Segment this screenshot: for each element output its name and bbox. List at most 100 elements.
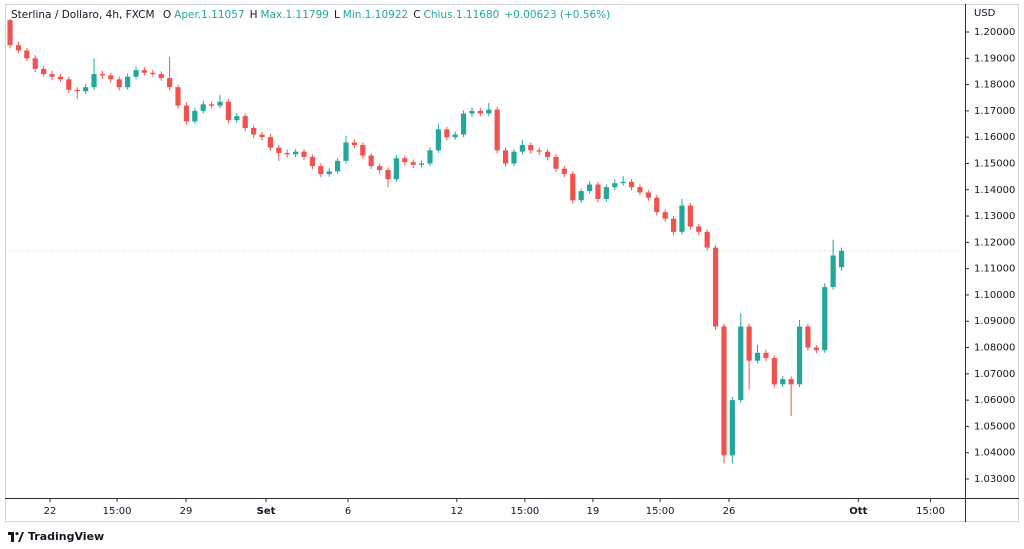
candle-body: [368, 155, 374, 167]
candle-body: [108, 75, 114, 80]
candle-body: [586, 184, 593, 192]
x-tick-label: 22: [44, 506, 57, 517]
candle-body: [654, 197, 660, 213]
candle-body: [376, 166, 383, 171]
field-value: Chius.1.11680: [423, 9, 500, 21]
candle-body: [150, 72, 156, 75]
frame: [5, 4, 1019, 522]
candle-body: [477, 110, 483, 114]
candle-body: [385, 170, 391, 180]
field-value: Max.1.11799: [260, 9, 329, 21]
x-tick-label: 15:00: [916, 506, 945, 517]
candle-body: [57, 76, 64, 80]
y-tick-label: 1.15000: [974, 158, 1015, 169]
candle-body: [418, 163, 425, 165]
candle-body: [217, 101, 223, 106]
candle-body: [334, 160, 341, 172]
candle-body: [603, 187, 609, 199]
candle-body: [679, 205, 685, 232]
candle-body: [662, 212, 668, 219]
candle-body: [326, 171, 332, 174]
candle-body: [670, 218, 677, 232]
field-value: Aper.1.11057: [174, 9, 245, 21]
brand-name: TradingView: [28, 530, 105, 543]
candle-body: [234, 116, 240, 121]
candle-body: [309, 156, 316, 167]
candle-body: [435, 129, 441, 151]
candle-body: [66, 79, 72, 90]
candle-body: [259, 134, 265, 138]
candle-body: [494, 109, 500, 151]
candle-body: [788, 379, 794, 385]
candle-body: [293, 151, 299, 155]
candle-body: [528, 145, 534, 151]
candle-body: [116, 79, 122, 88]
candle-body: [595, 184, 601, 199]
candle-body: [141, 70, 148, 73]
candle-body: [284, 152, 290, 155]
candle-body: [125, 76, 131, 88]
field-letter: O: [162, 9, 172, 21]
y-tick-label: 1.11000: [974, 264, 1015, 275]
candle-body: [209, 104, 215, 106]
y-tick-label: 1.07000: [974, 369, 1015, 380]
candle-body: [15, 45, 22, 51]
y-tick-label: 1.18000: [974, 80, 1015, 91]
y-tick-label: 1.20000: [974, 27, 1015, 38]
y-tick-label: 1.19000: [974, 53, 1015, 64]
candle-body: [183, 105, 190, 122]
candle-body: [7, 20, 13, 46]
candle-body: [83, 87, 89, 92]
candle-body: [771, 358, 777, 385]
y-tick-label: 1.08000: [974, 343, 1015, 354]
candle-body: [318, 166, 324, 174]
candle-body: [536, 150, 542, 152]
candle-body: [645, 192, 651, 198]
candle-body: [553, 156, 559, 169]
legend: Sterlina / Dollaro, 4h, FXCM O Aper.1.110…: [11, 9, 615, 21]
x-tick-label: 15:00: [510, 506, 539, 517]
candle-body: [561, 168, 567, 174]
candle-body: [544, 151, 551, 157]
candle-body: [486, 109, 492, 114]
candle-body: [158, 74, 164, 79]
candle-body: [746, 326, 752, 361]
candle-body: [410, 162, 416, 165]
candle-body: [578, 191, 584, 201]
candle-body: [519, 145, 525, 152]
candle-body: [32, 58, 38, 69]
candle-body: [251, 127, 257, 135]
candle-body: [637, 187, 643, 193]
candle-body: [351, 142, 357, 146]
candle-body: [813, 347, 819, 351]
x-tick-label: 19: [587, 506, 600, 517]
candle-body: [704, 231, 710, 248]
x-tick-label: Set: [257, 506, 276, 517]
candle-body: [343, 142, 349, 161]
candle-body: [620, 181, 626, 184]
candle-body: [452, 134, 458, 138]
candle-body: [402, 158, 408, 163]
field-value: Min.1.10922: [342, 9, 409, 21]
candle-body: [721, 326, 727, 456]
y-tick-label: 1.16000: [974, 132, 1015, 143]
x-tick-label: 15:00: [103, 506, 132, 517]
y-tick-label: 1.05000: [974, 421, 1015, 432]
symbol: Sterlina / Dollaro, 4h, FXCM: [11, 9, 155, 21]
candle-body: [267, 137, 274, 148]
y-axis-label: USD: [974, 8, 996, 19]
y-tick-label: 1.09000: [974, 316, 1015, 327]
candle-body: [192, 110, 198, 122]
candle-body: [49, 74, 55, 77]
y-tick-label: 1.17000: [974, 106, 1015, 117]
candle-body: [628, 181, 635, 188]
y-tick-label: 1.13000: [974, 211, 1015, 222]
brand: TradingView: [8, 530, 104, 543]
x-tick-label: Ott: [849, 506, 867, 517]
x-tick-label: 26: [723, 506, 736, 517]
candle-body: [570, 173, 576, 201]
candle-body: [729, 400, 735, 456]
candle-body: [838, 250, 845, 268]
